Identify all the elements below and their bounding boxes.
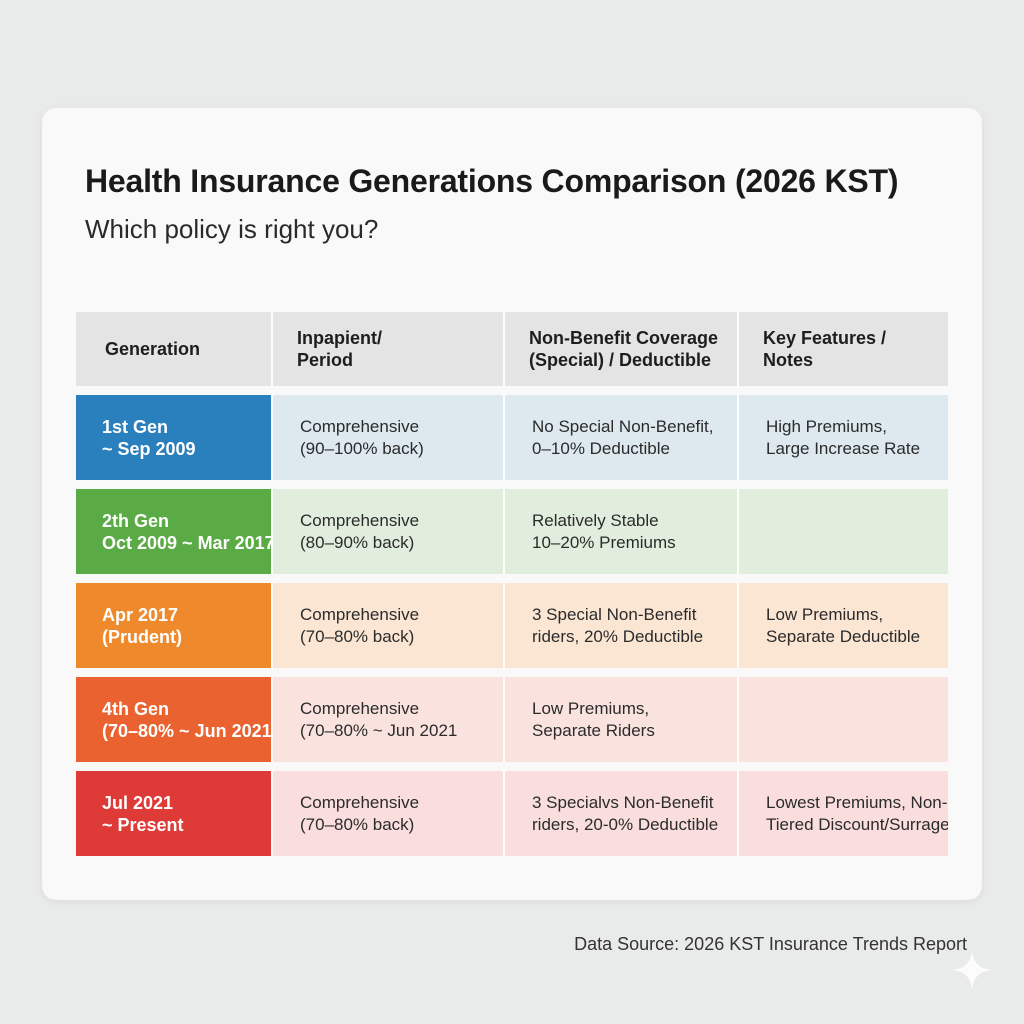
table-row: Apr 2017 (Prudent) Comprehensive (70–80%… bbox=[76, 583, 948, 668]
cell-line: 2th Gen bbox=[102, 510, 170, 531]
comparison-table: Generation Inpapient/ Period Non-Benefit… bbox=[76, 312, 948, 865]
table-row: 1st Gen ~ Sep 2009 Comprehensive (90–100… bbox=[76, 395, 948, 480]
cell-line: (80–90% back) bbox=[300, 532, 415, 552]
cell-line: Large Increase Rate bbox=[766, 438, 921, 458]
coverage-cell: 3 Special Non-Benefit riders, 20% Deduct… bbox=[503, 583, 737, 668]
cell-line: (90–100% back) bbox=[300, 438, 424, 458]
notes-cell bbox=[737, 489, 948, 574]
cell-line: Comprehensive bbox=[300, 510, 420, 530]
cell-line: Relatively Stable bbox=[532, 510, 659, 530]
page-title: Health Insurance Generations Comparison … bbox=[85, 163, 899, 199]
data-source-note: Data Source: 2026 KST Insurance Trends R… bbox=[574, 934, 967, 954]
cell-line: riders, 20-0% Deductible bbox=[532, 814, 719, 834]
cell-line: ~ Present bbox=[102, 814, 184, 835]
cell-line: Comprehensive bbox=[300, 604, 420, 624]
cell-line: Low Premiums, bbox=[766, 604, 884, 624]
cell-line: 3 Specialvs Non-Benefit bbox=[532, 792, 714, 812]
cell-line: Oct 2009 ~ Mar 2017 bbox=[102, 532, 271, 553]
cell-line: 10–20% Premiums bbox=[532, 532, 676, 552]
inpatient-cell: Comprehensive (70–80% back) bbox=[271, 771, 503, 856]
cell-line: (70–80% back) bbox=[300, 814, 415, 834]
cell-line: Low Premiums, bbox=[532, 698, 650, 718]
cell-line: Separate Riders bbox=[532, 720, 655, 740]
notes-cell bbox=[737, 677, 948, 762]
header-notes: Key Features / Notes bbox=[737, 312, 948, 386]
cell-line: Comprehensive bbox=[300, 698, 420, 718]
coverage-cell: 3 Specialvs Non-Benefit riders, 20-0% De… bbox=[503, 771, 737, 856]
inpatient-cell: Comprehensive (90–100% back) bbox=[271, 395, 503, 480]
table-row: Jul 2021 ~ Present Comprehensive (70–80%… bbox=[76, 771, 948, 856]
header-line: Key Features / bbox=[763, 328, 887, 348]
header-line: Non-Benefit Coverage bbox=[529, 328, 719, 348]
header-line: Generation bbox=[105, 339, 201, 359]
inpatient-cell: Comprehensive (80–90% back) bbox=[271, 489, 503, 574]
table-row: 4th Gen (70–80% ~ Jun 2021 Comprehensive… bbox=[76, 677, 948, 762]
generation-cell: 1st Gen ~ Sep 2009 bbox=[76, 395, 271, 480]
header-generation: Generation bbox=[76, 312, 271, 386]
cell-line: Separate Deductible bbox=[766, 626, 921, 646]
cell-line: High Premiums, bbox=[766, 416, 887, 436]
coverage-cell: Relatively Stable 10–20% Premiums bbox=[503, 489, 737, 574]
cell-line: ~ Sep 2009 bbox=[102, 438, 196, 459]
notes-cell: High Premiums, Large Increase Rate bbox=[737, 395, 948, 480]
page-subtitle: Which policy is right you? bbox=[85, 214, 379, 244]
header-coverage: Non-Benefit Coverage (Special) / Deducti… bbox=[503, 312, 737, 386]
cell-line: Apr 2017 bbox=[102, 604, 179, 625]
cell-line: (70–80% back) bbox=[300, 626, 415, 646]
table-row: 2th Gen Oct 2009 ~ Mar 2017 Comprehensiv… bbox=[76, 489, 948, 574]
cell-line: riders, 20% Deductible bbox=[532, 626, 704, 646]
cell-line: 4th Gen bbox=[102, 698, 170, 719]
cell-line: (70–80% ~ Jun 2021 bbox=[300, 720, 458, 740]
notes-cell: Lowest Premiums, Non- Tiered Discount/Su… bbox=[737, 771, 948, 856]
cell-line: Comprehensive bbox=[300, 792, 420, 812]
notes-cell: Low Premiums, Separate Deductible bbox=[737, 583, 948, 668]
header-line: Period bbox=[297, 350, 354, 370]
sparkle-icon bbox=[952, 950, 992, 990]
cell-line: Jul 2021 bbox=[102, 792, 174, 813]
coverage-cell: Low Premiums, Separate Riders bbox=[503, 677, 737, 762]
cell-line: No Special Non-Benefit, bbox=[532, 416, 714, 436]
header-line: Notes bbox=[763, 350, 814, 370]
cell-line: Tiered Discount/Surrage bbox=[766, 814, 948, 834]
inpatient-cell: Comprehensive (70–80% ~ Jun 2021 bbox=[271, 677, 503, 762]
cell-line: (70–80% ~ Jun 2021 bbox=[102, 720, 271, 741]
inpatient-cell: Comprehensive (70–80% back) bbox=[271, 583, 503, 668]
generation-cell: Jul 2021 ~ Present bbox=[76, 771, 271, 856]
cell-line: (Prudent) bbox=[102, 626, 182, 647]
cell-line: Lowest Premiums, Non- bbox=[766, 792, 948, 812]
table-header-row: Generation Inpapient/ Period Non-Benefit… bbox=[76, 312, 948, 386]
cell-line: 1st Gen bbox=[102, 416, 169, 437]
header-inpatient: Inpapient/ Period bbox=[271, 312, 503, 386]
generation-cell: 4th Gen (70–80% ~ Jun 2021 bbox=[76, 677, 271, 762]
coverage-cell: No Special Non-Benefit, 0–10% Deductible bbox=[503, 395, 737, 480]
generation-cell: 2th Gen Oct 2009 ~ Mar 2017 bbox=[76, 489, 271, 574]
cell-line: 3 Special Non-Benefit bbox=[532, 604, 697, 624]
generation-cell: Apr 2017 (Prudent) bbox=[76, 583, 271, 668]
header-line: Inpapient/ bbox=[297, 328, 382, 348]
cell-line: 0–10% Deductible bbox=[532, 438, 670, 458]
header-line: (Special) / Deductible bbox=[529, 350, 712, 370]
cell-line: Comprehensive bbox=[300, 416, 420, 436]
